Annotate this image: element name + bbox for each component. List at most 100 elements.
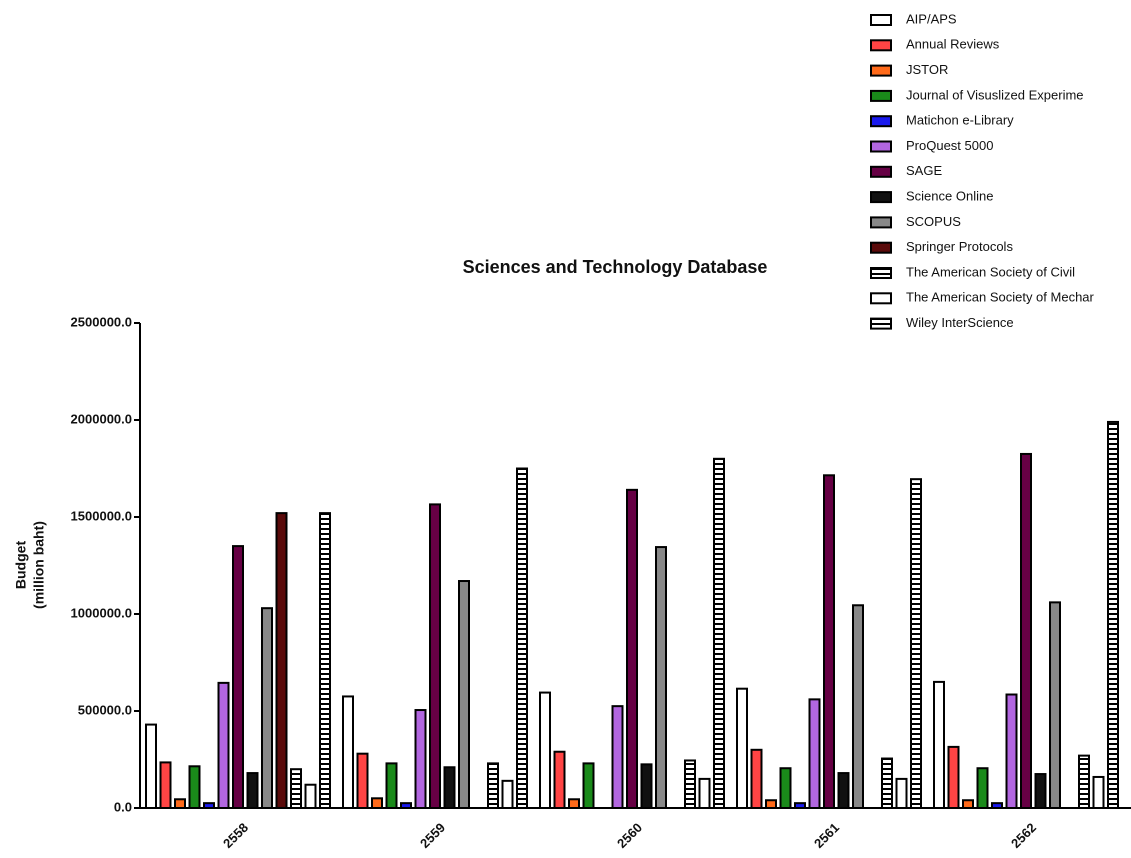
bar (976, 767, 989, 809)
legend-swatch (870, 241, 892, 254)
legend-label: Matichon e-Library (906, 113, 1014, 128)
bar (232, 545, 244, 809)
bar (611, 705, 624, 810)
legend-label: Springer Protocols (906, 239, 1013, 254)
y-tick-label: 1000000.0 (71, 605, 132, 620)
bar (1034, 773, 1047, 809)
legend-label: ProQuest 5000 (906, 138, 993, 153)
bar (290, 768, 302, 810)
bar (261, 607, 273, 809)
legend-label: The American Society of Mechar (906, 290, 1095, 305)
legend-swatch (870, 267, 892, 279)
legend-label: AIP/APS (906, 11, 957, 26)
legend-swatch (870, 39, 892, 52)
bar (501, 779, 514, 810)
bar (837, 772, 850, 810)
x-tick-label: 2562 (1008, 820, 1039, 851)
bar (371, 797, 383, 809)
bar (1107, 420, 1119, 809)
bar (655, 546, 667, 809)
bar (910, 478, 922, 809)
bar (1005, 693, 1018, 810)
bar (342, 695, 354, 810)
bar (713, 457, 725, 809)
legend-swatch (870, 191, 892, 204)
bar (553, 750, 566, 809)
legend-swatch (870, 140, 892, 153)
legend-label: Journal of Visuslized Experime (906, 87, 1084, 102)
bar (246, 772, 259, 810)
legend-label: SCOPUS (906, 214, 961, 229)
bar (356, 752, 369, 809)
y-axis-label: Budget (13, 541, 29, 590)
bar (1049, 601, 1061, 809)
bar (275, 512, 288, 809)
bar (429, 503, 441, 809)
y-tick-label: 1500000.0 (71, 508, 132, 523)
bar (385, 762, 398, 810)
bar (414, 709, 427, 810)
bar (736, 687, 748, 809)
bar (765, 799, 777, 809)
bar (698, 777, 711, 810)
y-axis-label: (million baht) (31, 521, 47, 609)
bar (319, 512, 331, 809)
bar (1020, 452, 1032, 809)
bar (1078, 754, 1090, 809)
bar (174, 798, 186, 810)
bar (443, 766, 456, 810)
bar (458, 580, 470, 810)
bar (159, 761, 172, 809)
bar (881, 757, 893, 810)
legend-label: The American Society of Civil (906, 264, 1075, 279)
bar (794, 802, 806, 810)
legend-swatch (870, 115, 892, 128)
legend-swatch (870, 89, 892, 102)
bar (823, 474, 835, 809)
y-tick-label: 500000.0 (78, 702, 132, 717)
legend-swatch (870, 64, 892, 77)
legend-label: SAGE (906, 163, 942, 178)
x-tick-label: 2558 (220, 820, 251, 851)
legend-label: Annual Reviews (906, 37, 1000, 52)
bar (516, 467, 528, 809)
bar (487, 762, 499, 810)
y-tick-label: 0.0 (114, 799, 132, 814)
legend-label: Science Online (906, 189, 993, 204)
legend-swatch (870, 14, 892, 26)
bar (750, 748, 763, 809)
legend-label: Wiley InterScience (906, 315, 1014, 330)
bar (640, 763, 653, 809)
chart-title: Sciences and Technology Database (463, 257, 768, 277)
bar (400, 802, 412, 810)
bar (808, 698, 821, 809)
bar (947, 745, 960, 810)
bar (539, 691, 551, 810)
bar (684, 759, 696, 809)
legend-swatch (870, 165, 892, 178)
bar (582, 762, 595, 810)
legend-swatch (870, 216, 892, 229)
bar (145, 723, 157, 810)
x-tick-label: 2561 (811, 820, 842, 851)
legend-label: JSTOR (906, 62, 948, 77)
y-tick-label: 2500000.0 (71, 314, 132, 329)
legend-swatch (870, 292, 892, 305)
bar (203, 802, 215, 810)
bar (991, 802, 1003, 810)
bar (304, 783, 317, 809)
bar (188, 765, 201, 809)
bar (962, 799, 974, 809)
bar (852, 604, 864, 810)
bar (626, 488, 638, 809)
bar (217, 681, 230, 809)
x-tick-label: 2560 (614, 820, 645, 851)
bar (779, 767, 792, 809)
bar (1092, 775, 1105, 810)
bar (933, 680, 945, 810)
bar (568, 798, 580, 810)
bar (895, 777, 908, 810)
x-tick-label: 2559 (417, 820, 448, 851)
